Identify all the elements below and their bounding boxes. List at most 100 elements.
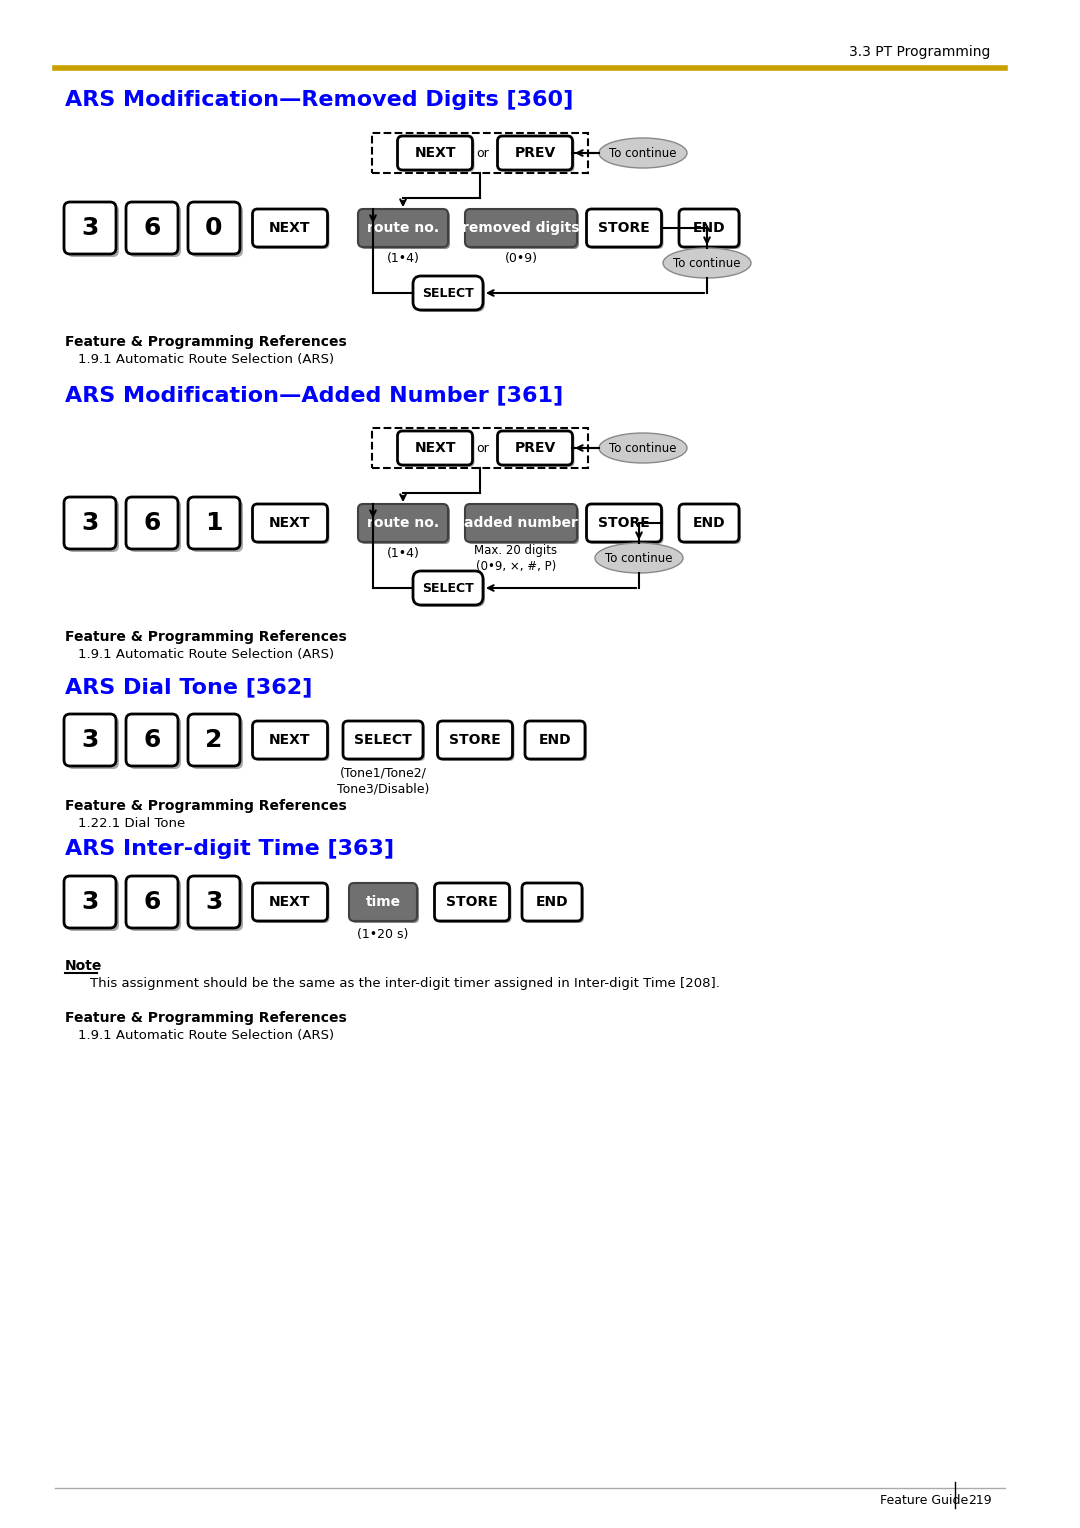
- FancyBboxPatch shape: [67, 500, 119, 552]
- FancyBboxPatch shape: [191, 879, 243, 931]
- Text: route no.: route no.: [367, 222, 440, 235]
- Text: 2: 2: [205, 727, 222, 752]
- Text: END: END: [692, 222, 726, 235]
- FancyBboxPatch shape: [357, 209, 448, 248]
- Text: 6: 6: [144, 889, 161, 914]
- FancyBboxPatch shape: [527, 723, 588, 761]
- FancyBboxPatch shape: [129, 500, 181, 552]
- Text: To continue: To continue: [609, 147, 677, 159]
- FancyBboxPatch shape: [465, 209, 577, 248]
- FancyBboxPatch shape: [397, 431, 473, 465]
- FancyBboxPatch shape: [129, 879, 181, 931]
- Text: 1.22.1 Dial Tone: 1.22.1 Dial Tone: [78, 817, 186, 830]
- Text: PREV: PREV: [514, 442, 555, 455]
- FancyBboxPatch shape: [434, 883, 510, 921]
- FancyBboxPatch shape: [188, 202, 240, 254]
- FancyBboxPatch shape: [360, 506, 450, 544]
- FancyBboxPatch shape: [253, 883, 327, 921]
- Text: 6: 6: [144, 510, 161, 535]
- FancyBboxPatch shape: [255, 506, 329, 544]
- FancyBboxPatch shape: [589, 211, 663, 249]
- Text: (0•9): (0•9): [504, 252, 538, 264]
- FancyBboxPatch shape: [126, 497, 178, 549]
- Text: SELECT: SELECT: [422, 287, 474, 299]
- FancyBboxPatch shape: [499, 138, 575, 173]
- Text: NEXT: NEXT: [269, 895, 311, 909]
- Text: 1: 1: [205, 510, 222, 535]
- Text: NEXT: NEXT: [269, 733, 311, 747]
- FancyBboxPatch shape: [498, 431, 572, 465]
- Text: route no.: route no.: [367, 516, 440, 530]
- FancyBboxPatch shape: [525, 721, 585, 759]
- Text: ARS Modification—Removed Digits [360]: ARS Modification—Removed Digits [360]: [65, 90, 573, 110]
- FancyBboxPatch shape: [191, 205, 243, 257]
- FancyBboxPatch shape: [255, 885, 329, 923]
- FancyBboxPatch shape: [524, 885, 584, 923]
- Text: (1•4): (1•4): [387, 252, 419, 264]
- Text: Max. 20 digits: Max. 20 digits: [474, 544, 557, 556]
- FancyBboxPatch shape: [343, 721, 423, 759]
- Text: NEXT: NEXT: [415, 147, 456, 160]
- Text: 3: 3: [81, 510, 98, 535]
- FancyBboxPatch shape: [400, 432, 474, 468]
- Text: 3: 3: [81, 727, 98, 752]
- FancyBboxPatch shape: [467, 506, 579, 544]
- FancyBboxPatch shape: [349, 883, 417, 921]
- FancyBboxPatch shape: [67, 879, 119, 931]
- Ellipse shape: [599, 432, 687, 463]
- FancyBboxPatch shape: [188, 714, 240, 766]
- FancyBboxPatch shape: [64, 714, 116, 766]
- FancyBboxPatch shape: [440, 723, 514, 761]
- Text: Feature & Programming References: Feature & Programming References: [65, 1012, 347, 1025]
- Text: Feature Guide: Feature Guide: [880, 1493, 969, 1507]
- Ellipse shape: [595, 542, 683, 573]
- FancyBboxPatch shape: [437, 721, 513, 759]
- FancyBboxPatch shape: [413, 571, 483, 605]
- FancyBboxPatch shape: [191, 500, 243, 552]
- Text: (0•9, ×, #, P): (0•9, ×, #, P): [476, 559, 556, 573]
- Text: SELECT: SELECT: [422, 582, 474, 594]
- FancyBboxPatch shape: [188, 876, 240, 927]
- Text: added number: added number: [464, 516, 578, 530]
- FancyBboxPatch shape: [351, 885, 419, 923]
- Bar: [372, 133, 588, 173]
- FancyBboxPatch shape: [345, 723, 426, 761]
- Text: To continue: To continue: [673, 257, 741, 269]
- FancyBboxPatch shape: [188, 497, 240, 549]
- Text: 1.9.1 Automatic Route Selection (ARS): 1.9.1 Automatic Route Selection (ARS): [78, 648, 334, 662]
- Text: END: END: [536, 895, 568, 909]
- FancyBboxPatch shape: [255, 723, 329, 761]
- FancyBboxPatch shape: [679, 504, 739, 542]
- FancyBboxPatch shape: [589, 506, 663, 544]
- Text: SELECT: SELECT: [354, 733, 411, 747]
- Text: 0: 0: [205, 215, 222, 240]
- Text: END: END: [692, 516, 726, 530]
- Text: STORE: STORE: [446, 895, 498, 909]
- FancyBboxPatch shape: [413, 277, 483, 310]
- Text: time: time: [365, 895, 401, 909]
- FancyBboxPatch shape: [679, 209, 739, 248]
- Text: To continue: To continue: [609, 442, 677, 454]
- FancyBboxPatch shape: [255, 211, 329, 249]
- FancyBboxPatch shape: [64, 497, 116, 549]
- FancyBboxPatch shape: [415, 573, 485, 607]
- FancyBboxPatch shape: [586, 209, 661, 248]
- FancyBboxPatch shape: [253, 504, 327, 542]
- Ellipse shape: [663, 248, 751, 278]
- FancyBboxPatch shape: [436, 885, 512, 923]
- FancyBboxPatch shape: [465, 504, 577, 542]
- Text: (1•20 s): (1•20 s): [357, 927, 408, 941]
- Text: or: or: [476, 442, 489, 454]
- Text: ARS Modification—Added Number [361]: ARS Modification—Added Number [361]: [65, 385, 564, 405]
- FancyBboxPatch shape: [522, 883, 582, 921]
- Text: 1.9.1 Automatic Route Selection (ARS): 1.9.1 Automatic Route Selection (ARS): [78, 1028, 334, 1042]
- Text: ARS Dial Tone [362]: ARS Dial Tone [362]: [65, 677, 312, 697]
- Text: END: END: [539, 733, 571, 747]
- FancyBboxPatch shape: [129, 717, 181, 769]
- Text: or: or: [476, 147, 489, 159]
- FancyBboxPatch shape: [126, 876, 178, 927]
- Text: 3: 3: [81, 215, 98, 240]
- FancyBboxPatch shape: [586, 504, 661, 542]
- FancyBboxPatch shape: [64, 202, 116, 254]
- Text: 3: 3: [205, 889, 222, 914]
